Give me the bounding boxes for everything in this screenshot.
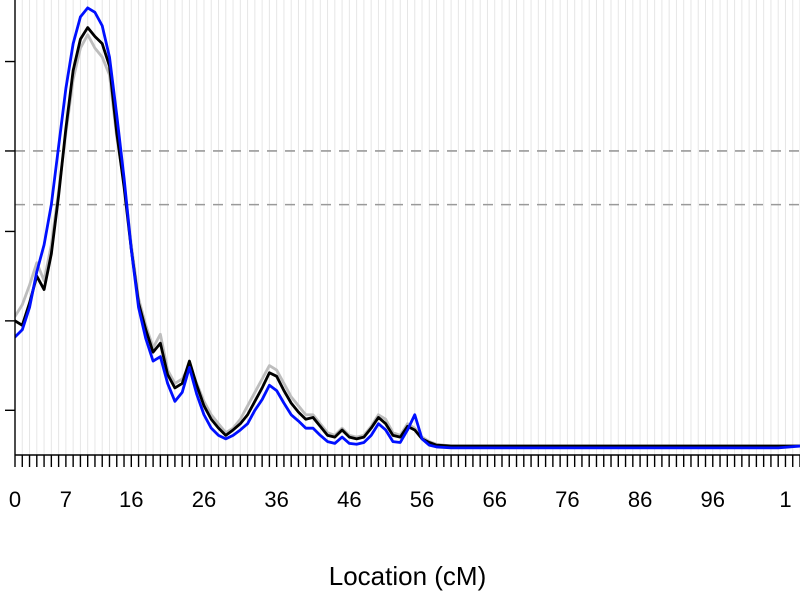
x-tick-label: 96 xyxy=(701,487,725,512)
x-axis-label: Location (cM) xyxy=(329,561,487,591)
x-tick-label: 16 xyxy=(119,487,143,512)
x-tick-label: 7 xyxy=(60,487,72,512)
x-tick-label: 0 xyxy=(9,487,21,512)
x-tick-label: 76 xyxy=(555,487,579,512)
x-tick-label: 86 xyxy=(628,487,652,512)
x-tick-label: 46 xyxy=(337,487,361,512)
chart-svg: 0 7 16 26 36 46 56 66 76 86 96 1 Location (cM) xyxy=(0,0,800,600)
x-tick-label: 26 xyxy=(192,487,216,512)
qtl-line-chart: 0 7 16 26 36 46 56 66 76 86 96 1 Location (cM) xyxy=(0,0,800,600)
x-tick-label: 1 xyxy=(779,487,791,512)
x-tick-label: 36 xyxy=(264,487,288,512)
x-tick-label: 66 xyxy=(482,487,506,512)
x-tick-label: 56 xyxy=(410,487,434,512)
